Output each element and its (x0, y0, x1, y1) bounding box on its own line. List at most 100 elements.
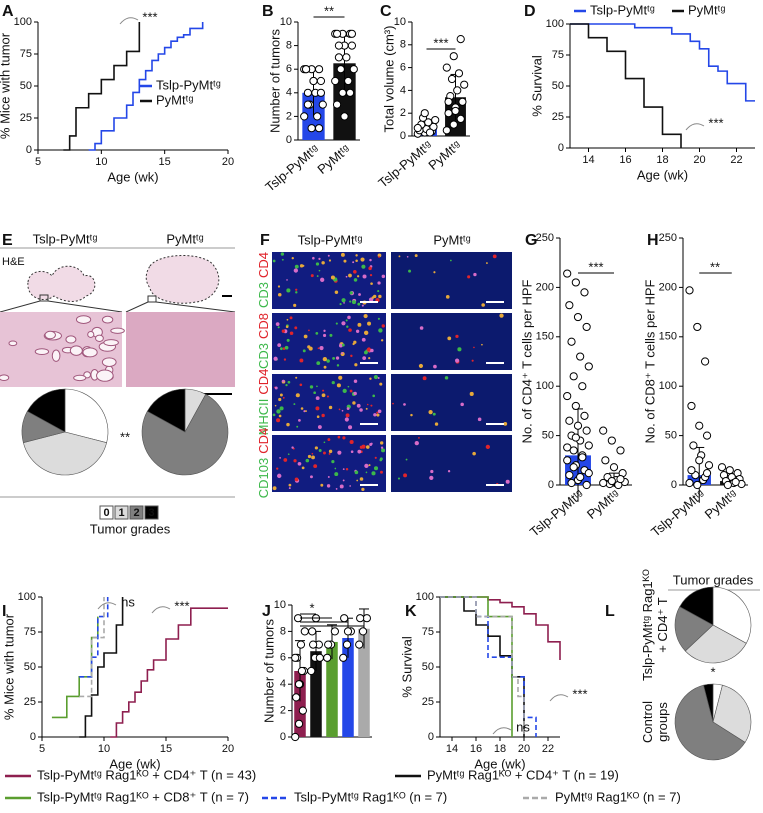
cell (286, 318, 289, 321)
cell (348, 328, 352, 332)
data-point (702, 469, 712, 478)
pie-slice (22, 431, 108, 476)
data-point (582, 426, 591, 435)
data-point (689, 441, 698, 450)
cell (285, 325, 289, 329)
cell (310, 274, 314, 278)
survival-line (79, 597, 124, 738)
cell (349, 291, 353, 295)
cell (320, 277, 325, 282)
cell (360, 257, 365, 262)
column-label: PyMtᵗᵍ (433, 232, 470, 247)
y-tick-label: 4 (280, 678, 286, 690)
data-point (616, 474, 625, 484)
cell (492, 254, 497, 259)
y-tick-label: 100 (546, 18, 564, 30)
y-tick-label: 250 (536, 232, 554, 244)
gland (110, 327, 125, 334)
data-point (609, 463, 619, 472)
y-tick-label: 75 (20, 48, 32, 60)
bracket (685, 123, 705, 131)
cell (272, 259, 276, 263)
cell (328, 452, 331, 455)
data-point (444, 97, 453, 106)
cell (284, 345, 289, 350)
x-tick-label: 18 (494, 743, 506, 755)
cell (359, 477, 364, 481)
cell (418, 436, 420, 439)
panel-letter: H (647, 232, 659, 249)
panel-letter: K (405, 603, 417, 620)
cell (347, 385, 350, 388)
y-tick-label: 150 (659, 331, 677, 343)
pie-slice (674, 606, 714, 652)
cell (432, 412, 436, 416)
cell (505, 479, 510, 484)
cell (279, 406, 284, 411)
cell (371, 296, 375, 299)
cell (341, 409, 344, 412)
cell (455, 358, 460, 363)
cell (316, 385, 318, 388)
legend-label: 3 (148, 507, 154, 519)
cell (355, 254, 358, 257)
y-axis-label: No. of CD8⁺ T cells per HPF (642, 280, 657, 444)
y-tick-label: 25 (422, 696, 434, 708)
cell (368, 464, 371, 467)
cell (315, 406, 320, 411)
survival-line (440, 596, 561, 660)
cell (338, 408, 341, 411)
cell (370, 404, 373, 407)
cell (445, 295, 450, 299)
cell (380, 441, 384, 445)
cell (380, 470, 383, 474)
pie-label-line: + CD4⁺ T (655, 597, 670, 652)
pie-slice (64, 388, 109, 444)
data-point (685, 286, 694, 295)
data-point (616, 446, 625, 455)
cell (337, 450, 342, 455)
data-point (294, 680, 304, 689)
cell (286, 338, 290, 342)
pie-slice (712, 586, 752, 644)
data-point (444, 109, 453, 118)
data-point (563, 269, 572, 278)
cell (357, 449, 362, 454)
data-point (563, 443, 572, 452)
panel-letter: G (525, 232, 537, 249)
cell (343, 302, 345, 304)
marker-label: CD103 (256, 458, 271, 498)
cell (373, 466, 379, 471)
y-tick-label: 50 (24, 661, 36, 673)
y-tick-label: 200 (536, 281, 554, 293)
micrograph (391, 435, 512, 492)
data-point (565, 471, 574, 480)
data-point (318, 100, 327, 109)
cell (305, 410, 307, 412)
cell (467, 275, 471, 279)
micrograph (391, 374, 512, 431)
cell (293, 303, 297, 307)
y-tick-label: 6 (280, 652, 286, 664)
cell (335, 356, 340, 360)
cell (319, 345, 324, 351)
cell (378, 256, 380, 258)
cell (354, 470, 359, 475)
cell (408, 269, 412, 273)
cell (322, 356, 328, 362)
cell (363, 330, 369, 336)
cell (434, 422, 439, 426)
data-point (291, 653, 300, 662)
data-point (362, 614, 371, 623)
annotation: *** (588, 259, 603, 274)
cell (346, 325, 349, 328)
cell (339, 303, 342, 306)
cell (397, 477, 401, 480)
bar (294, 671, 306, 737)
cell (403, 403, 406, 406)
annotation: *** (572, 686, 587, 701)
data-point (332, 100, 342, 109)
y-axis-label: No. of CD4⁺ T cells per HPF (519, 280, 534, 444)
survival-line (79, 597, 105, 698)
data-point (458, 97, 467, 106)
